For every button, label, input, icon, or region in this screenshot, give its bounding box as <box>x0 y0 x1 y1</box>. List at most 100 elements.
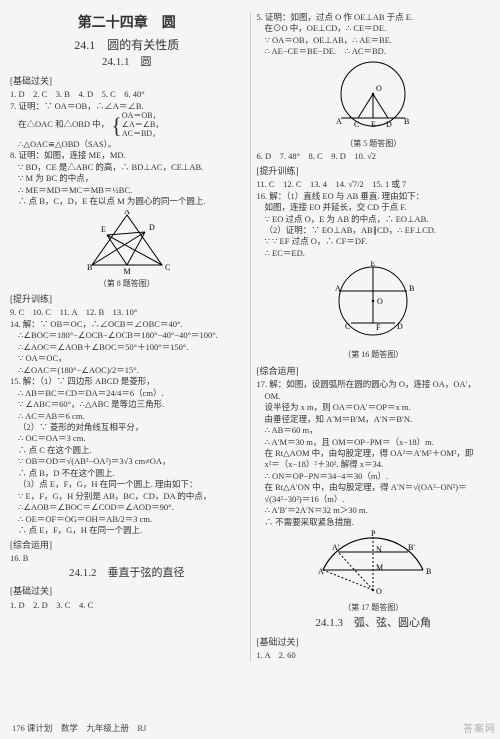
svg-text:A: A <box>335 284 341 293</box>
r17g: 在 Rt△AOM 中，由勾股定理，得 OA²＝A′M²＋OM²，即 <box>256 448 490 459</box>
brace-content: OA＝OB， ∠A＝∠B， AC＝BD， <box>122 112 163 138</box>
q15f: ∴ OC＝OA＝3 cm. <box>10 433 244 444</box>
svg-text:C: C <box>165 263 170 272</box>
r5d: ∴ AE−CE＝BE−DE. ∴ AC＝BD. <box>256 46 490 57</box>
q16: 16. B <box>10 553 244 564</box>
svg-text:A': A' <box>332 543 340 552</box>
chapter-title: 第二十四章 圆 <box>10 14 244 34</box>
svg-text:O: O <box>377 297 383 306</box>
svg-text:D: D <box>386 120 392 129</box>
section-title: 24.1 圆的有关性质 <box>10 37 244 54</box>
fig17-caption: （第 17 题答图） <box>256 602 490 613</box>
subsection-1-title: 24.1.1 圆 <box>10 55 244 70</box>
fig8-caption: （第 8 题答图） <box>10 278 244 289</box>
r16d: （2）证明：∵ EO⊥AB，AB∥CD，∴ EF⊥CD. <box>256 225 490 236</box>
q8d: ∴ ME＝MD＝MC＝MB＝½BC. <box>10 185 244 196</box>
svg-text:D: D <box>397 322 403 331</box>
r1c: 1. A 2. 60 <box>256 650 490 661</box>
q1b: 1. D 2. D 3. C 4. C <box>10 600 244 611</box>
svg-text:N: N <box>376 545 382 554</box>
svg-text:C: C <box>345 322 350 331</box>
subsection-3-title: 24.1.3 弧、弦、圆心角 <box>256 616 490 631</box>
q14e: ∴∠OAC＝(180°−∠AOC)/2＝15°. <box>10 365 244 376</box>
r16f: ∴ EC＝ED. <box>256 248 490 259</box>
svg-text:B: B <box>409 284 414 293</box>
tag-basic-1: [基础过关] <box>10 75 244 88</box>
q15l: ∴∠AOB＝∠BOC＝∠COD＝∠AOD＝90°. <box>10 502 244 513</box>
tag-improve-1: [提升训练] <box>10 293 244 306</box>
q15h: ∵ OB＝OD＝√(AB²−OA²)＝3√3 cm≠OA， <box>10 456 244 467</box>
q15d: ∴ AC＝AB＝6 cm. <box>10 411 244 422</box>
svg-text:D: D <box>149 223 155 232</box>
q15e: （2）∵ 菱形的对角线互相平分， <box>10 422 244 433</box>
r11: 11. C 12. C 13. 4 14. √7/2 15. 1 或 7 <box>256 179 490 190</box>
r17a: 17. 解：如图，设圆弧所在圆的圆心为 O，连接 OA，OA′， <box>256 379 490 390</box>
q14c: ∴∠AOC＝∠AOB＋∠BOC＝50°＋100°＝150°. <box>10 342 244 353</box>
q15g: ∴ 点 C 在这个圆上. <box>10 445 244 456</box>
r5a: 5. 证明：如图，过点 O 作 OE⊥AB 于点 E. <box>256 12 490 23</box>
subsection-2-title: 24.1.2 垂直于弦的直径 <box>10 566 244 581</box>
svg-text:E: E <box>101 225 106 234</box>
q7b-text: 在△OAC 和△OBD 中， <box>18 119 109 129</box>
q8c: ∵ M 为 BC 的中点， <box>10 173 244 184</box>
q14d: ∵ OA＝OC， <box>10 353 244 364</box>
q8a: 8. 证明：如图，连接 ME，MD. <box>10 150 244 161</box>
svg-text:O: O <box>376 84 382 93</box>
watermark: 答案网 <box>463 723 496 737</box>
svg-text:B: B <box>426 567 431 576</box>
q14b: ∴∠BOC＝180°−∠OCB−∠OCB＝180°−40°−40°＝100°. <box>10 330 244 341</box>
svg-text:B': B' <box>408 543 415 552</box>
left-column: 第二十四章 圆 24.1 圆的有关性质 24.1.1 圆 [基础过关] 1. D… <box>10 12 244 662</box>
svg-text:A: A <box>336 117 342 126</box>
svg-text:M: M <box>123 267 130 276</box>
fig16-caption: （第 16 题答图） <box>256 349 490 360</box>
r5b: 在⊙O 中，OE⊥CD，∴ CE＝DE. <box>256 23 490 34</box>
r16a: 16. 解：（1）直线 EO 与 AB 垂直. 理由如下： <box>256 191 490 202</box>
figure-16: A B E O C D F <box>256 261 490 347</box>
svg-text:C: C <box>354 120 359 129</box>
r17f: ∴ A′M＝30 m，且 OM＝OP−PM＝（x−18）m. <box>256 437 490 448</box>
figure-8: A B C M E D <box>10 210 244 276</box>
r17d: 由垂径定理，知 A′M＝B′M，A′N＝B′N. <box>256 414 490 425</box>
svg-text:F: F <box>376 323 381 332</box>
r16c: ∵ EO 过点 O，E 为 AB 的中点，∴ EO⊥AB. <box>256 214 490 225</box>
q15i: ∴ 点 B，D 不在这个圆上. <box>10 468 244 479</box>
q8e: ∴ 点 B，C，D，E 在以点 M 为圆心的同一个圆上. <box>10 196 244 207</box>
svg-text:E: E <box>371 120 376 129</box>
q8b: ∵ BD，CE 是△ABC 的高，∴ BD⊥AC，CE⊥AB. <box>10 162 244 173</box>
q15a: 15. 解：（1）∵ 四边形 ABCD 是菱形， <box>10 376 244 387</box>
q1: 1. D 2. C 3. B 4. D 5. C 6. 40° <box>10 89 244 100</box>
r16e: ∵ ∵ EF 过点 O，∴ CF＝DF. <box>256 236 490 247</box>
svg-text:A: A <box>124 210 130 216</box>
svg-text:O: O <box>376 587 382 596</box>
r6: 6. D 7. 48° 8. C 9. D 10. √2 <box>256 151 490 162</box>
q15b: ∴ AB＝BC＝CD＝DA＝24/4＝6（cm）. <box>10 388 244 399</box>
page: 第二十四章 圆 24.1 圆的有关性质 24.1.1 圆 [基础过关] 1. D… <box>0 0 500 666</box>
r17e: ∴ AB＝60 m， <box>256 425 490 436</box>
r5c: ∵ OA＝OB，OE⊥AB，∴ AE＝BE. <box>256 35 490 46</box>
r17b: OM. <box>256 391 490 402</box>
r17l: ∴ A′B′＝2A′N＝32 m＞30 m. <box>256 505 490 516</box>
figure-17: A B A' B' P N M O <box>256 530 490 600</box>
left-brace-icon: { <box>111 117 122 135</box>
q15j: （3）点 E，F，G，H 在同一个圆上. 理由如下： <box>10 479 244 490</box>
r17h: x²＝（x−18）²＋30². 解得 x＝34. <box>256 459 490 470</box>
figure-5: O A C E D B <box>256 60 490 136</box>
r17c: 设半径为 x m，则 OA＝OA′＝OP＝x m. <box>256 402 490 413</box>
r16b: 如图，连接 EO 并延长，交 CD 于点 F. <box>256 202 490 213</box>
q14a: 14. 解：∵ OB＝OC，∴∠OCB＝∠OBC＝40°. <box>10 319 244 330</box>
r17j: 在 Rt△A′ON 中，由勾股定理，得 A′N＝√(OA²−ON²)＝ <box>256 482 490 493</box>
tag-improve-2: [提升训练] <box>256 165 490 178</box>
column-separator <box>250 12 251 662</box>
tag-apply-2: [综合运用] <box>256 365 490 378</box>
fig5-caption: （第 5 题答图） <box>256 138 490 149</box>
svg-text:B: B <box>404 117 409 126</box>
svg-text:P: P <box>371 530 376 538</box>
r17i: ∴ ON＝OP−PN＝34−4＝30（m）. <box>256 471 490 482</box>
svg-text:A: A <box>318 567 324 576</box>
r17k: √(34²−30²)＝16（m）. <box>256 494 490 505</box>
r17m: ∴ 不需要采取紧急措施. <box>256 517 490 528</box>
svg-text:E: E <box>371 261 376 268</box>
svg-text:M: M <box>376 563 383 572</box>
q15n: ∴ 点 E，F，G，H 在同一个圆上. <box>10 525 244 536</box>
